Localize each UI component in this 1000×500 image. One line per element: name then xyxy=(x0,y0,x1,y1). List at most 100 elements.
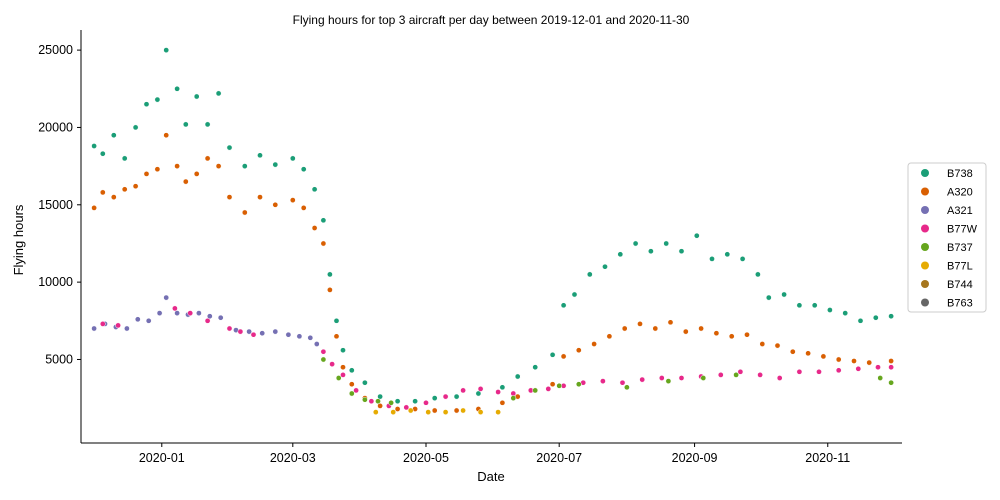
data-point xyxy=(91,325,97,332)
x-tick-label: 2020-03 xyxy=(270,451,316,465)
data-point xyxy=(560,353,567,360)
data-point xyxy=(514,373,521,380)
legend-label: B744 xyxy=(947,279,973,291)
data-point xyxy=(453,393,460,400)
data-point xyxy=(888,358,894,364)
series-a320 xyxy=(91,132,894,414)
data-point xyxy=(124,325,130,332)
data-point xyxy=(311,225,318,231)
data-point xyxy=(698,325,704,332)
data-point xyxy=(737,368,744,375)
data-point xyxy=(91,143,97,149)
y-tick-label: 25000 xyxy=(38,43,73,57)
data-point xyxy=(789,348,796,355)
data-point xyxy=(246,328,252,335)
data-point xyxy=(477,409,484,415)
data-point xyxy=(353,387,359,394)
data-point xyxy=(226,144,233,151)
legend-marker xyxy=(921,224,929,233)
data-point xyxy=(388,399,394,406)
data-point xyxy=(575,381,582,388)
data-point xyxy=(394,406,401,412)
data-point xyxy=(475,390,482,397)
y-axis-ticks: 5000 10000 15000 20000 25000 xyxy=(38,43,81,366)
data-point xyxy=(348,367,355,374)
data-point xyxy=(327,271,333,278)
data-point xyxy=(805,350,811,357)
data-point xyxy=(99,189,106,196)
data-point xyxy=(182,178,189,185)
data-point xyxy=(739,256,746,262)
data-point xyxy=(187,310,194,316)
data-point xyxy=(857,317,864,324)
data-point xyxy=(757,372,763,378)
legend-label: B737 xyxy=(947,242,973,254)
data-point xyxy=(362,396,368,403)
data-point xyxy=(713,330,720,337)
legend-marker xyxy=(921,187,929,196)
data-point xyxy=(320,356,327,363)
data-point xyxy=(320,217,327,224)
data-point xyxy=(796,302,803,309)
data-point xyxy=(132,124,139,131)
legend-label: B763 xyxy=(947,298,973,310)
data-point xyxy=(348,390,355,397)
data-point xyxy=(728,333,735,340)
x-axis-ticks: 2020-01 2020-03 2020-05 2020-07 2020-09 2020-… xyxy=(139,443,850,465)
data-point xyxy=(632,240,639,247)
data-point xyxy=(145,317,152,324)
data-point xyxy=(377,393,383,400)
data-point xyxy=(333,317,340,324)
data-point xyxy=(154,166,161,173)
data-point xyxy=(372,409,379,415)
data-point xyxy=(781,291,787,298)
y-tick-label: 20000 xyxy=(38,120,73,134)
data-point xyxy=(816,368,822,375)
data-point xyxy=(811,302,818,309)
data-point xyxy=(765,294,772,301)
legend-marker xyxy=(921,298,929,307)
data-point xyxy=(272,328,279,335)
data-point xyxy=(163,47,170,53)
data-point xyxy=(851,358,857,364)
data-point xyxy=(320,348,327,355)
data-point xyxy=(682,328,689,335)
data-point xyxy=(154,96,161,103)
y-tick-label: 15000 xyxy=(38,198,73,212)
data-point xyxy=(340,372,346,378)
data-point xyxy=(495,389,501,395)
data-point xyxy=(755,271,761,278)
data-point xyxy=(602,263,608,270)
data-point xyxy=(172,305,178,312)
legend-marker xyxy=(921,243,929,251)
data-point xyxy=(617,251,624,258)
data-point xyxy=(340,347,346,354)
data-point xyxy=(329,361,335,367)
y-tick-label: 10000 xyxy=(38,275,73,289)
data-point xyxy=(827,307,833,313)
data-point xyxy=(423,399,429,406)
legend-label: B77W xyxy=(947,224,978,236)
data-point xyxy=(121,186,128,193)
data-point xyxy=(744,331,750,338)
x-tick-label: 2020-07 xyxy=(536,451,582,465)
data-point xyxy=(875,364,881,371)
data-point xyxy=(134,316,141,323)
data-point xyxy=(477,386,484,392)
data-point xyxy=(259,330,266,337)
data-point xyxy=(678,375,685,381)
data-point xyxy=(460,387,466,394)
data-point xyxy=(888,313,894,320)
data-point xyxy=(348,381,355,388)
data-point xyxy=(442,393,449,400)
series-b77w xyxy=(99,305,894,411)
data-point xyxy=(377,403,383,409)
data-point xyxy=(307,334,314,341)
data-point xyxy=(709,256,715,262)
data-point xyxy=(121,155,128,162)
data-point xyxy=(412,398,418,405)
data-point xyxy=(532,364,539,371)
data-point xyxy=(110,132,117,139)
y-tick-label: 5000 xyxy=(45,352,73,366)
